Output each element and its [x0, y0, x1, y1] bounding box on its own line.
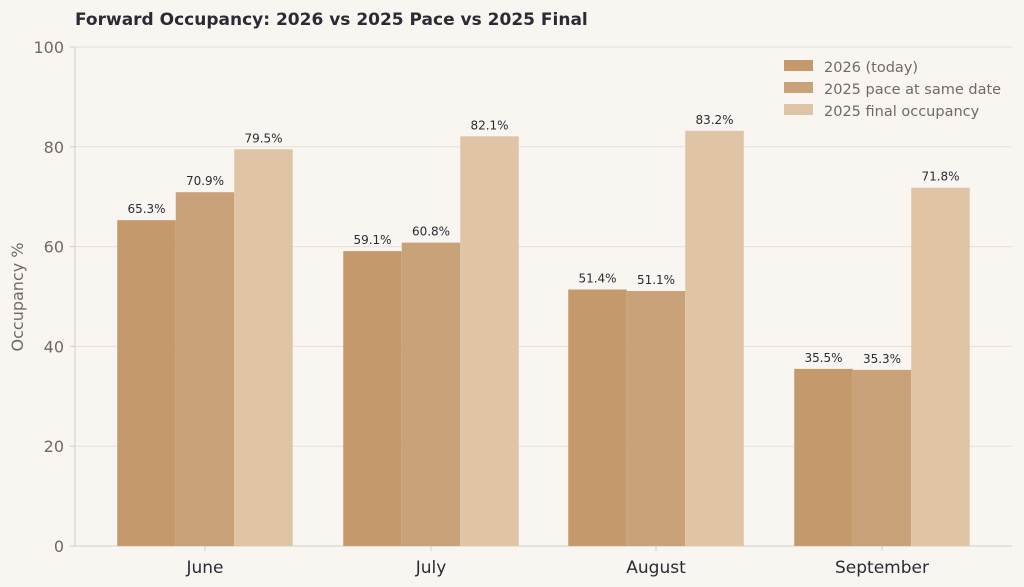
x-tick-label: August: [626, 558, 686, 578]
x-tick-label: September: [835, 558, 929, 578]
data-label: 71.8%: [921, 170, 959, 184]
y-tick-label: 20: [44, 437, 64, 456]
data-label: 79.5%: [244, 131, 282, 145]
x-tick-label: July: [415, 558, 447, 578]
data-label: 35.5%: [804, 351, 842, 365]
x-tick-label: June: [185, 558, 223, 578]
bar: [685, 130, 744, 546]
bar: [794, 368, 853, 546]
data-label: 60.8%: [412, 225, 450, 239]
data-label: 51.1%: [637, 273, 675, 287]
data-label: 59.1%: [353, 233, 391, 247]
bar: [460, 136, 519, 547]
bar: [234, 149, 293, 547]
y-tick-label: 80: [44, 138, 64, 157]
legend: 2026 (today) 2025 pace at same date 2025 f…: [784, 60, 1001, 120]
data-label: 83.2%: [695, 113, 733, 127]
data-labels: 65.3% 70.9% 79.5% 59.1% 60.8% 82.1% 51.4% 51.1%…: [127, 113, 959, 366]
legend-label: 2026 (today): [824, 60, 918, 76]
legend-swatch: [784, 82, 813, 93]
bar: [175, 192, 235, 547]
bar: [117, 220, 176, 546]
bar: [568, 289, 627, 546]
data-label: 35.3%: [863, 352, 901, 366]
y-tick-label: 40: [44, 337, 64, 356]
chart-title: Forward Occupancy: 2026 vs 2025 Pace vs …: [75, 10, 588, 30]
legend-label: 2025 final occupancy: [824, 104, 980, 120]
bars: [117, 130, 970, 547]
y-axis-label: Occupancy %: [8, 243, 27, 352]
data-label: 65.3%: [127, 202, 165, 216]
bar: [343, 251, 402, 546]
data-label: 70.9%: [186, 174, 224, 188]
bar: [401, 242, 461, 546]
bar: [852, 369, 912, 546]
legend-swatch: [784, 60, 813, 71]
y-tick-label: 60: [44, 238, 64, 257]
y-tick-label: 0: [54, 537, 64, 556]
bar: [626, 291, 686, 546]
data-label: 82.1%: [470, 118, 508, 132]
bar: [911, 187, 970, 546]
tick-labels: 0 20 40 60 80 100 June July August September: [33, 38, 929, 578]
y-tick-label: 100: [33, 38, 64, 57]
legend-label: 2025 pace at same date: [824, 82, 1001, 98]
data-label: 51.4%: [578, 272, 616, 286]
legend-swatch: [784, 104, 813, 115]
